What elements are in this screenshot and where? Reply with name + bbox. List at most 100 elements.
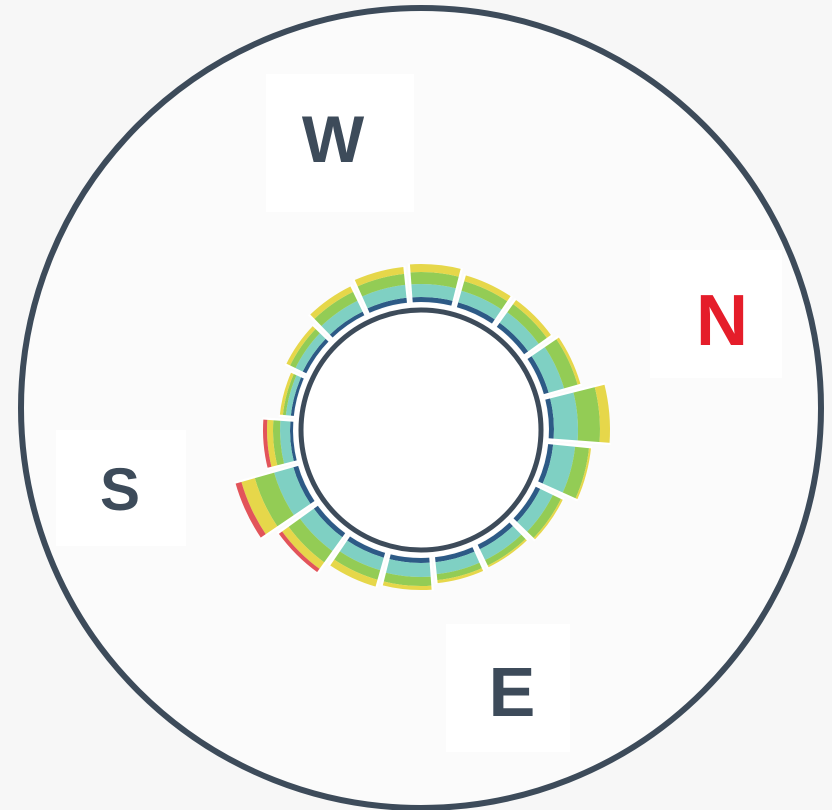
sector-band [381,581,433,590]
sector-divider [234,463,301,484]
sector-band [410,284,457,302]
sector-band [457,290,503,320]
wind-sector [276,502,349,575]
sector-divider [316,531,349,575]
wind-sector [352,265,410,316]
sector-divider [474,542,490,570]
sector-band [382,572,433,586]
wind-sector [493,297,554,358]
sector-band [516,487,554,533]
sector-band [506,303,548,345]
wind-sector [262,417,300,471]
wind-sector [524,335,582,397]
sector-band [478,525,523,561]
sector-band [338,540,385,571]
sector-band [545,397,554,440]
sector-band [409,272,460,289]
wind-sector [535,441,593,502]
wind-sector [307,284,368,341]
sector-band [346,535,387,558]
sector-band [526,493,562,539]
sector-band [512,299,552,339]
sector-band [433,546,476,563]
sector-band [279,371,295,416]
sector-band [356,273,407,297]
sector-divider [432,555,438,585]
sector-band [333,550,382,581]
sector-band [408,264,462,277]
sector-divider [429,555,434,591]
sector-divider [535,480,579,502]
sector-band [290,376,305,418]
sector-band [436,567,485,584]
label-s-backdrop [56,430,186,546]
sector-band [512,485,541,523]
label-w-backdrop [266,74,414,212]
sector-divider [266,459,300,471]
sector-band [320,300,364,336]
sector-divider [524,335,560,361]
sector-divider [541,383,582,397]
sector-divider [375,550,388,589]
wind-sector [327,533,388,589]
sector-band [542,443,576,494]
inner-gap-ring [294,303,548,557]
sector-band [278,530,321,573]
sector-band [273,419,285,467]
sector-band [434,551,481,575]
sector-divider [454,273,467,310]
sector-band [544,338,578,390]
wind-sector [542,382,611,446]
sector-band [573,386,600,444]
sector-divider [380,551,392,587]
sector-divider [349,284,368,318]
wind-sector [380,551,434,591]
sector-band [486,538,528,568]
sector-divider [403,265,410,305]
sector-band [531,346,565,394]
sector-divider [542,382,606,401]
sector-band [282,373,297,417]
sector-band [532,497,564,541]
sector-band [460,280,509,311]
sector-band [484,533,527,566]
sector-band [594,383,610,444]
sector-band [562,445,590,500]
sector-band [328,311,366,339]
wind-sectors [234,263,611,591]
sector-band [455,302,496,325]
compass-label-w: W [302,102,365,176]
sector-band [537,442,554,485]
sector-band [313,504,347,538]
sector-divider [276,502,320,535]
sector-band [366,297,409,314]
sector-band [384,558,432,577]
sector-band [353,266,406,287]
sector-band [241,477,278,536]
sector-divider [533,483,565,501]
sector-band [235,480,267,539]
sector-band [279,419,295,465]
label-n-backdrop [650,250,782,378]
sector-band [281,525,326,570]
sector-band [289,328,321,370]
sector-divider [407,263,413,305]
wind-sector [432,544,486,585]
sector-band [293,464,316,505]
compass-labels: W N S E [56,74,782,752]
sector-band [266,418,278,468]
sector-band [463,275,512,302]
sector-band [285,325,317,367]
inner-center-ring [298,307,544,553]
sector-band [435,562,483,581]
compass-label-n: N [696,281,748,361]
wind-sector [407,263,464,309]
sector-divider [311,323,332,343]
sector-band [361,284,408,309]
sector-band [273,466,311,516]
sector-band [294,332,327,373]
sector-divider [284,363,309,377]
sector-band [549,391,579,442]
sector-band [287,517,334,564]
